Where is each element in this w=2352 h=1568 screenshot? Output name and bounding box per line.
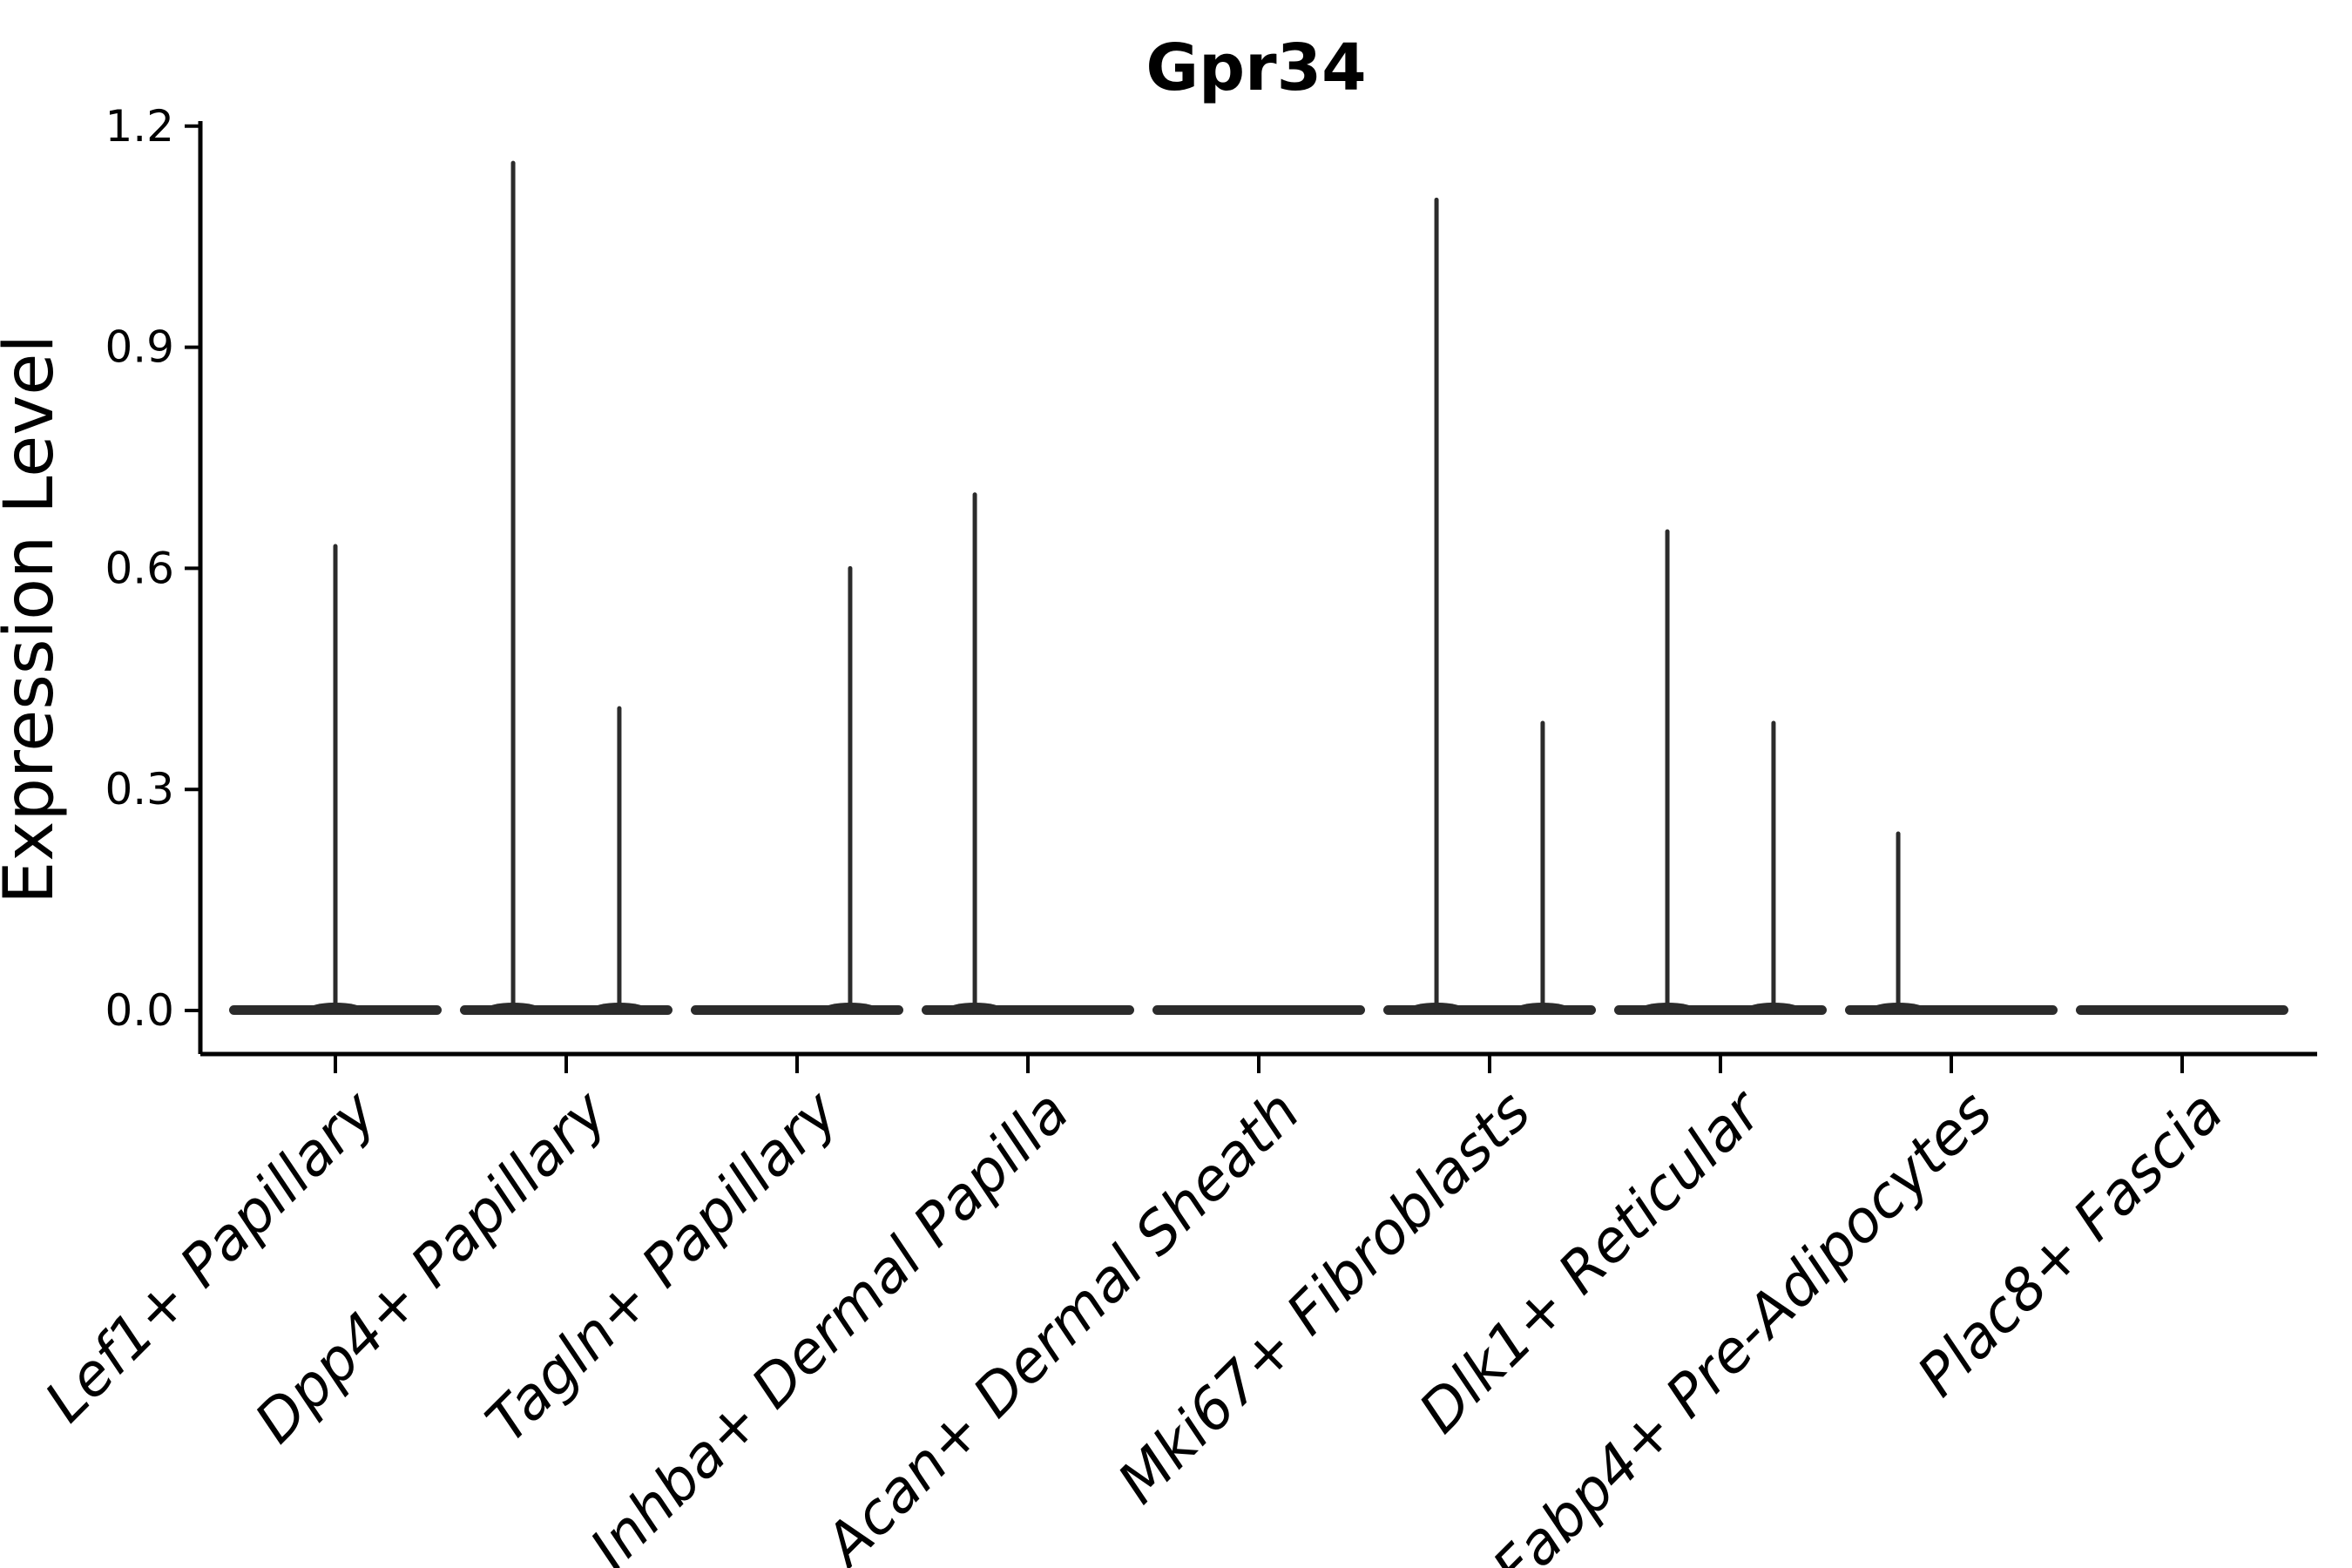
violin-body [2076,1005,2288,1015]
y-tick-label: 0.0 [105,985,174,1036]
y-axis-label: Expression Level [0,335,69,904]
x-tick-label: Acan+ Dermal Sheath [810,1078,1313,1568]
violin-body [1152,1005,1365,1015]
chart-title: Gpr34 [1146,30,1366,105]
x-tick-label: Mki67+ Fibroblasts [1105,1078,1543,1516]
y-tick-label: 0.9 [105,322,174,373]
y-tick-label: 0.6 [105,543,174,593]
y-tick-label: 1.2 [105,101,174,152]
y-tick-label: 0.3 [105,764,174,814]
